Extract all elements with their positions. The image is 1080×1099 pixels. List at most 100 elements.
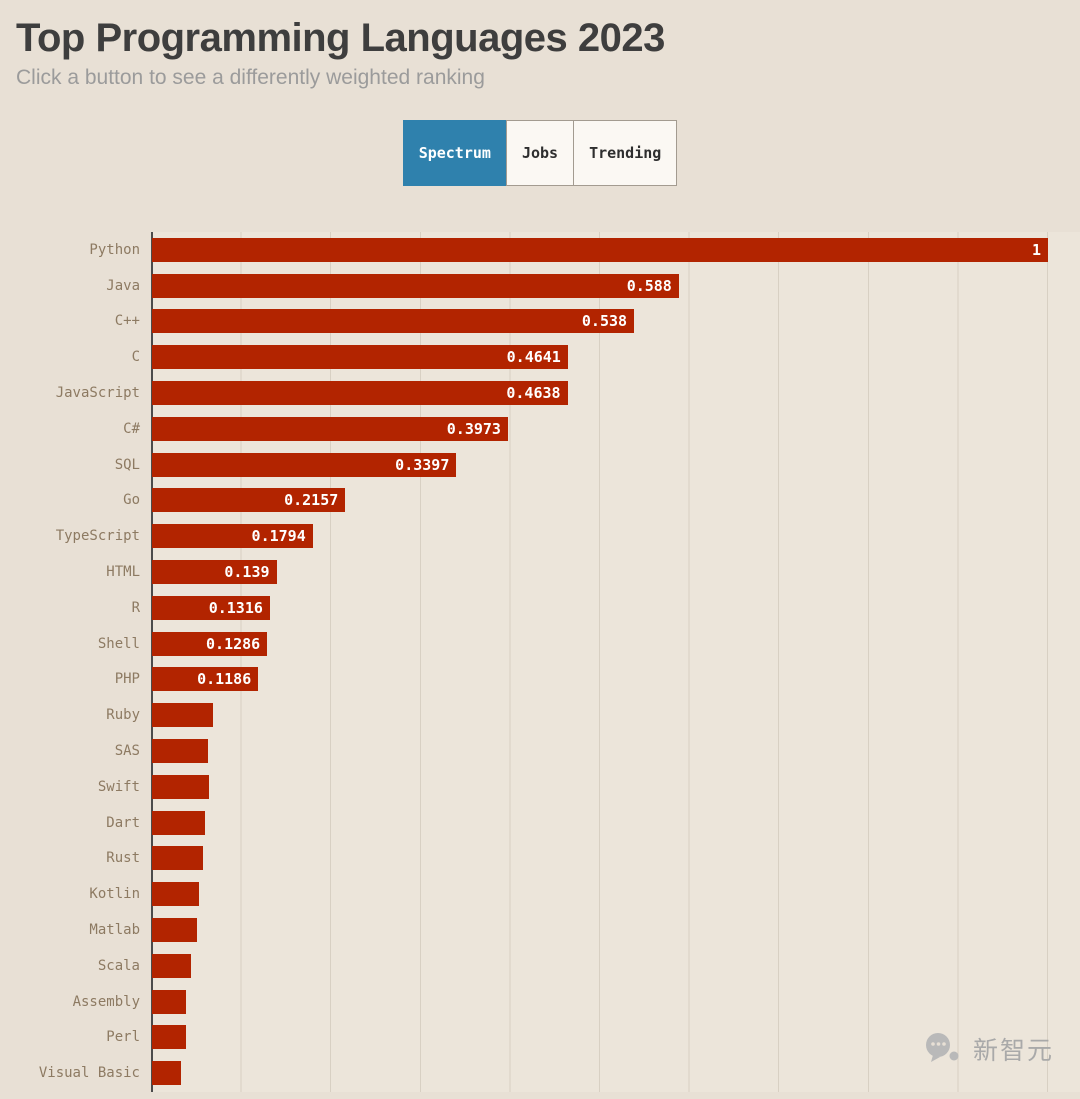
- chart-rows: Python 1 Java 0.588 C++ 0.538 C 0.4641 JavaScrip…: [0, 232, 1080, 1091]
- category-label: Python: [89, 241, 140, 258]
- bar-track: [152, 774, 1080, 799]
- bar-row: R 0.1316: [0, 590, 1080, 626]
- bar-track: 0.1316: [152, 595, 1080, 620]
- category-label: Ruby: [106, 707, 140, 724]
- bar[interactable]: [152, 810, 205, 835]
- page-title: Top Programming Languages 2023: [16, 16, 665, 60]
- bar-row: Java 0.588: [0, 268, 1080, 304]
- bar-track: 0.3397: [152, 452, 1080, 477]
- category-label: Shell: [97, 635, 140, 652]
- bar[interactable]: 0.3397: [152, 452, 457, 477]
- bar[interactable]: 0.4638: [152, 381, 568, 406]
- bar[interactable]: 0.1794: [152, 524, 313, 549]
- category-label: C: [131, 349, 140, 366]
- bar[interactable]: 0.538: [152, 309, 635, 334]
- bar-value-label: 0.3397: [395, 455, 450, 474]
- bar-value-label: 0.1316: [208, 598, 263, 617]
- bar[interactable]: 0.4641: [152, 345, 568, 370]
- bar-track: 1: [152, 237, 1080, 262]
- bar-row: Visual Basic: [0, 1055, 1080, 1091]
- bar-row: Rust: [0, 841, 1080, 877]
- bar[interactable]: [152, 846, 204, 871]
- bar-track: 0.4638: [152, 381, 1080, 406]
- bar[interactable]: [152, 882, 200, 907]
- bar[interactable]: [152, 1025, 187, 1050]
- bar-value-label: 0.2157: [284, 491, 339, 510]
- bar[interactable]: [152, 918, 197, 943]
- bar-track: [152, 882, 1080, 907]
- bar-track: 0.588: [152, 273, 1080, 298]
- category-label: TypeScript: [55, 528, 140, 545]
- bar-track: [152, 918, 1080, 943]
- ranking-button-group: Spectrum Jobs Trending: [0, 120, 1080, 186]
- category-label: C#: [123, 420, 140, 437]
- bar[interactable]: 0.2157: [152, 488, 346, 513]
- watermark-logo-icon: [925, 1033, 959, 1062]
- bar-track: 0.1186: [152, 667, 1080, 692]
- tab-trending[interactable]: Trending: [573, 120, 678, 186]
- bar[interactable]: 0.1286: [152, 631, 268, 656]
- category-label: Scala: [97, 957, 140, 974]
- bar[interactable]: 0.1316: [152, 595, 270, 620]
- category-label: C++: [114, 313, 140, 330]
- bar-track: [152, 1025, 1080, 1050]
- category-label: Visual Basic: [38, 1065, 140, 1082]
- bar-row: Perl: [0, 1020, 1080, 1056]
- bar-value-label: 0.538: [581, 312, 628, 331]
- category-label: Go: [123, 492, 140, 509]
- bar-row: Scala: [0, 948, 1080, 984]
- tab-jobs[interactable]: Jobs: [505, 120, 575, 186]
- bar[interactable]: [152, 739, 209, 764]
- bar-track: [152, 1061, 1080, 1086]
- bar-track: 0.4641: [152, 345, 1080, 370]
- watermark: 新智元: [923, 1031, 1054, 1067]
- bar[interactable]: [152, 989, 187, 1014]
- tab-spectrum[interactable]: Spectrum: [402, 120, 507, 186]
- bar-row: C 0.4641: [0, 339, 1080, 375]
- category-label: Matlab: [89, 922, 140, 939]
- category-label: Assembly: [72, 993, 140, 1010]
- category-label: SAS: [114, 743, 140, 760]
- bar-value-label: 0.3973: [446, 419, 501, 438]
- bar[interactable]: 0.3973: [152, 416, 508, 441]
- bar-track: 0.139: [152, 560, 1080, 585]
- bar-row: SAS: [0, 733, 1080, 769]
- bar[interactable]: [152, 1061, 181, 1086]
- bar-row: HTML 0.139: [0, 554, 1080, 590]
- bar[interactable]: [152, 774, 210, 799]
- bar[interactable]: [152, 703, 213, 728]
- bar-row: Swift: [0, 769, 1080, 805]
- bar-row: Go 0.2157: [0, 483, 1080, 519]
- bar-row: Dart: [0, 805, 1080, 841]
- bar-track: 0.1286: [152, 631, 1080, 656]
- category-label: PHP: [114, 671, 140, 688]
- bar-value-label: 0.139: [224, 563, 270, 582]
- bar-track: [152, 989, 1080, 1014]
- category-label: Perl: [106, 1029, 140, 1046]
- bar-value-label: 0.4638: [506, 384, 561, 403]
- bar-value-label: 0.588: [626, 276, 672, 295]
- header: Top Programming Languages 2023 Click a b…: [0, 0, 1080, 90]
- bar-row: PHP 0.1186: [0, 662, 1080, 698]
- category-label: JavaScript: [55, 385, 140, 402]
- bar[interactable]: [152, 953, 192, 978]
- category-label: Swift: [97, 778, 140, 795]
- category-label: Dart: [106, 814, 140, 831]
- bar-row: Matlab: [0, 912, 1080, 948]
- bar-value-label: 1: [1031, 240, 1041, 259]
- bar-track: 0.1794: [152, 524, 1080, 549]
- bar[interactable]: 0.139: [152, 560, 277, 585]
- category-label: Rust: [106, 850, 140, 867]
- y-axis-line: [151, 232, 153, 1092]
- bar-value-label: 0.1794: [251, 527, 306, 546]
- bar-row: Assembly: [0, 984, 1080, 1020]
- bar-value-label: 0.1286: [206, 634, 261, 653]
- bar-row: SQL 0.3397: [0, 447, 1080, 483]
- bar[interactable]: 1: [152, 237, 1048, 262]
- category-label: Kotlin: [89, 886, 140, 903]
- bar[interactable]: 0.1186: [152, 667, 259, 692]
- bar[interactable]: 0.588: [152, 273, 679, 298]
- bar-track: 0.538: [152, 309, 1080, 334]
- bar-track: [152, 739, 1080, 764]
- bar-row: C# 0.3973: [0, 411, 1080, 447]
